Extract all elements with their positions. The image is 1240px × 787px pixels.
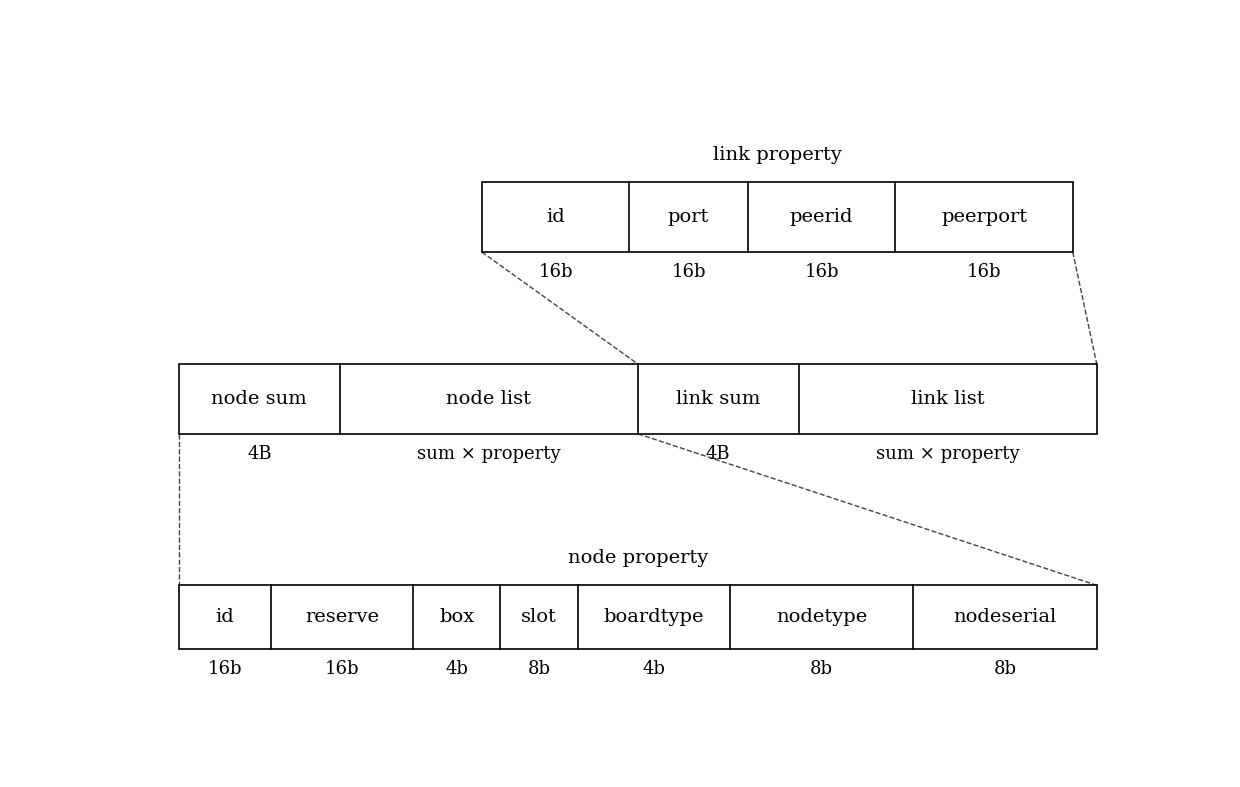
Text: nodetype: nodetype bbox=[776, 608, 867, 626]
Text: slot: slot bbox=[521, 608, 557, 626]
Text: port: port bbox=[668, 208, 709, 226]
Text: link sum: link sum bbox=[676, 390, 760, 408]
Text: peerid: peerid bbox=[790, 208, 853, 226]
Text: 16b: 16b bbox=[538, 263, 573, 281]
Text: peerport: peerport bbox=[941, 208, 1027, 226]
Text: node property: node property bbox=[568, 549, 708, 567]
Text: sum × property: sum × property bbox=[875, 445, 1019, 463]
Text: link list: link list bbox=[911, 390, 985, 408]
Text: 16b: 16b bbox=[805, 263, 838, 281]
Text: nodeserial: nodeserial bbox=[954, 608, 1056, 626]
Text: 4b: 4b bbox=[642, 660, 666, 678]
Text: id: id bbox=[547, 208, 565, 226]
Text: 4B: 4B bbox=[706, 445, 730, 463]
Text: sum × property: sum × property bbox=[417, 445, 560, 463]
Text: 8b: 8b bbox=[810, 660, 833, 678]
Text: 8b: 8b bbox=[993, 660, 1017, 678]
Text: link property: link property bbox=[713, 146, 842, 164]
Text: boardtype: boardtype bbox=[604, 608, 704, 626]
Text: 16b: 16b bbox=[967, 263, 1002, 281]
Text: id: id bbox=[216, 608, 234, 626]
Text: node list: node list bbox=[446, 390, 531, 408]
Text: 4B: 4B bbox=[247, 445, 272, 463]
Text: 16b: 16b bbox=[325, 660, 360, 678]
Bar bbox=[179, 364, 1096, 434]
Text: node sum: node sum bbox=[212, 390, 308, 408]
Text: 16b: 16b bbox=[207, 660, 242, 678]
Text: 16b: 16b bbox=[671, 263, 706, 281]
Text: 8b: 8b bbox=[528, 660, 551, 678]
Text: box: box bbox=[439, 608, 474, 626]
Bar bbox=[481, 183, 1073, 252]
Bar bbox=[179, 586, 1096, 649]
Text: reserve: reserve bbox=[305, 608, 379, 626]
Text: 4b: 4b bbox=[445, 660, 467, 678]
